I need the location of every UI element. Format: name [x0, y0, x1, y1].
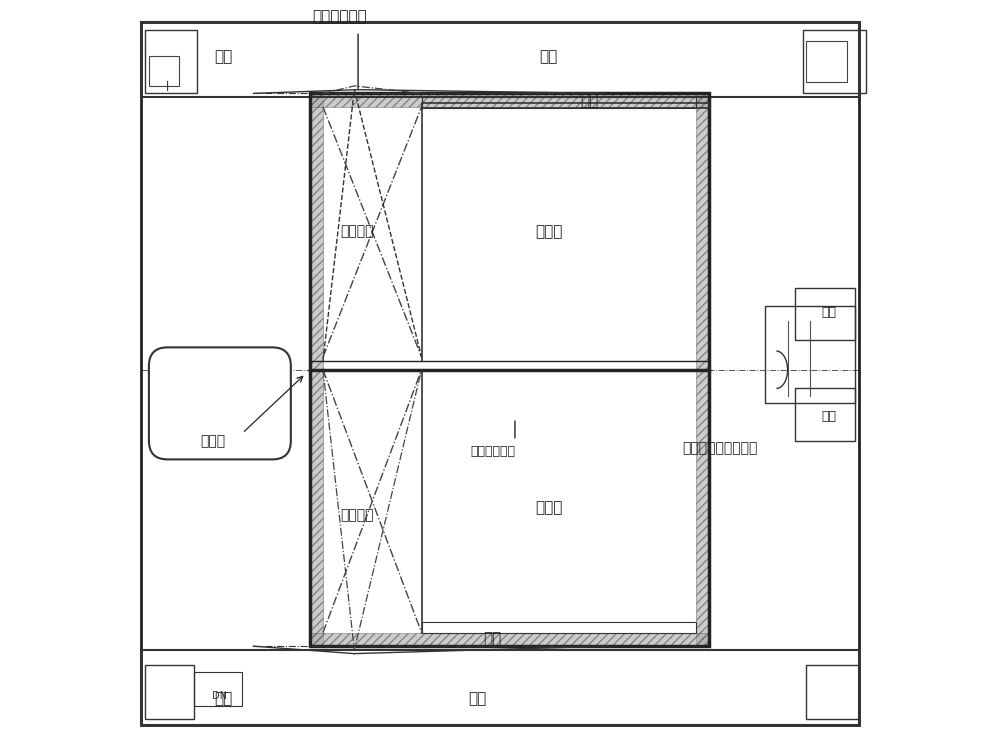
Text: 抑压水箱: 抑压水箱	[340, 225, 373, 238]
Text: 空舱: 空舱	[468, 691, 487, 706]
Bar	[310, 93, 323, 646]
Bar	[145, 665, 194, 719]
Bar	[145, 30, 197, 93]
Bar	[141, 22, 859, 97]
Text: 安全壳: 安全壳	[535, 224, 562, 239]
Bar	[795, 388, 855, 441]
Text: 核废物处理及储存间: 核废物处理及储存间	[683, 441, 758, 455]
Text: 空舱: 空舱	[214, 691, 233, 706]
Bar	[795, 288, 855, 340]
Bar	[806, 665, 859, 719]
Bar	[310, 633, 709, 646]
Bar	[310, 93, 709, 107]
Text: 空舱: 空舱	[581, 93, 599, 108]
Bar	[806, 41, 847, 82]
Bar	[149, 56, 179, 86]
Bar	[696, 93, 709, 646]
Bar	[194, 672, 242, 706]
Text: 空舱: 空舱	[539, 49, 558, 64]
Bar	[422, 97, 696, 108]
Text: 空舱: 空舱	[214, 49, 233, 64]
Text: 安全壳: 安全壳	[535, 500, 562, 515]
FancyBboxPatch shape	[149, 347, 291, 459]
Text: 安注水源贮舱: 安注水源贮舱	[312, 9, 367, 24]
Bar	[765, 306, 855, 403]
Text: 空舱: 空舱	[483, 631, 502, 646]
Text: DN: DN	[212, 691, 227, 701]
Bar	[310, 93, 709, 646]
Bar	[141, 650, 859, 725]
Text: 风道: 风道	[821, 409, 836, 423]
Text: 抑压水箱: 抑压水箱	[340, 509, 373, 522]
Text: 风道: 风道	[821, 306, 836, 319]
Text: 安注水源贮舱: 安注水源贮舱	[470, 445, 515, 459]
Bar	[422, 622, 696, 633]
Text: 屏蔽层: 屏蔽层	[200, 434, 225, 447]
Bar	[422, 103, 709, 108]
Bar	[803, 30, 866, 93]
